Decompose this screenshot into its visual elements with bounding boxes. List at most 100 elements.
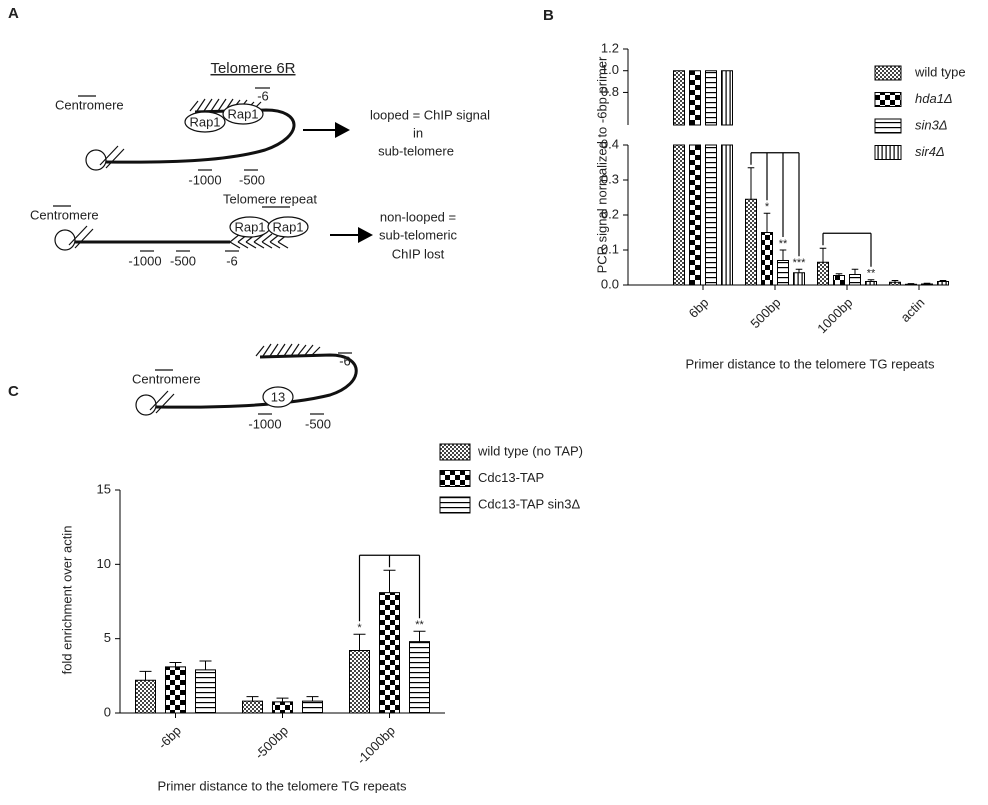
bar <box>409 641 430 714</box>
chromosome <box>105 108 296 164</box>
error-bar <box>383 569 396 593</box>
bar <box>745 198 757 286</box>
error-bar <box>169 661 182 667</box>
centromere <box>135 394 157 416</box>
outcome: ChIP lost <box>392 246 445 261</box>
diagram-title: Telomere 6R <box>210 60 295 77</box>
significance-label: *** <box>793 257 807 269</box>
error-bar <box>747 167 755 200</box>
legend-label: Cdc13-TAP <box>478 470 544 485</box>
x-tick-label: -1000bp <box>354 723 398 767</box>
bar <box>349 650 370 714</box>
panel-label: C <box>8 383 19 400</box>
position: -500 <box>239 172 265 187</box>
protein <box>184 111 226 133</box>
legend-swatch <box>874 65 902 81</box>
bar <box>165 666 186 714</box>
error-bar <box>353 633 366 651</box>
bar <box>379 592 400 714</box>
error-bar <box>139 670 152 681</box>
protein <box>262 386 294 408</box>
y-tick-label: 1.0 <box>601 62 619 77</box>
break <box>99 145 125 169</box>
y-tick-label: 0 <box>104 704 111 719</box>
bar <box>921 283 933 286</box>
error-bar <box>276 697 289 702</box>
bar <box>817 261 829 286</box>
error-bar <box>246 696 259 702</box>
bar <box>135 679 156 714</box>
significance-bracket <box>822 232 872 267</box>
error-bar <box>867 279 875 282</box>
x-tick-label: 1000bp <box>814 295 855 336</box>
error-bar <box>939 279 947 282</box>
significance-label: ** <box>867 268 876 280</box>
diagram-non-looped: Telomere repeat Centromere Rap1 Rap1 -10… <box>30 191 458 268</box>
significance-label: ** <box>779 238 788 250</box>
x-tick-label: 6bp <box>686 295 712 321</box>
bar <box>865 281 877 286</box>
error-bar <box>907 283 915 285</box>
protein <box>267 216 309 238</box>
break <box>149 390 175 414</box>
bar <box>833 275 845 286</box>
bar <box>889 281 901 286</box>
bar <box>777 260 789 286</box>
y-tick-label: 0.0 <box>601 276 619 291</box>
bar <box>242 700 263 714</box>
position: -500 <box>170 253 196 268</box>
error-bar <box>413 630 426 642</box>
x-axis-title: Primer distance to the telomere TG repea… <box>157 778 407 793</box>
break <box>68 225 94 249</box>
centromere <box>85 149 107 171</box>
error-bar <box>763 212 771 233</box>
legend-swatch <box>439 496 471 514</box>
diagram-c: Centromere 13 -6 -1000 -500 <box>132 343 358 431</box>
bar <box>689 70 701 286</box>
significance-bracket <box>750 152 800 257</box>
position: -500 <box>305 416 331 431</box>
legend-swatch <box>874 145 902 160</box>
legend-swatch <box>439 470 471 487</box>
y-axis-title: PCR signal normalized to -6bp primer <box>594 56 609 273</box>
error-bar <box>923 282 931 284</box>
position: -1000 <box>128 253 161 268</box>
legend-swatch <box>874 118 902 134</box>
y-tick-label: 5 <box>104 630 111 645</box>
label: Centromere <box>30 207 99 222</box>
significance-bracket <box>358 554 421 622</box>
bar <box>905 283 917 286</box>
legend-label: sin3Δ <box>915 117 948 132</box>
y-axis-title: fold enrichment over actin <box>59 526 74 675</box>
label: Telomere repeat <box>223 191 317 206</box>
significance-label: ** <box>415 619 424 631</box>
legend-swatch <box>439 443 471 461</box>
bar <box>849 274 861 286</box>
position: -6 <box>226 253 238 268</box>
legend-label: Cdc13-TAP sin3Δ <box>478 496 580 511</box>
bar <box>705 70 717 286</box>
y-tick-label: 0.4 <box>601 136 619 151</box>
x-tick-label: -6bp <box>155 723 184 752</box>
error-bar <box>306 696 319 702</box>
y-tick-label: 10 <box>97 556 111 571</box>
repeats <box>255 343 321 357</box>
bar <box>761 232 773 286</box>
x-tick-label: actin <box>898 295 928 325</box>
legend-label: wild type (no TAP) <box>477 443 583 458</box>
arrow-head <box>335 122 350 138</box>
outcome: sub-telomere <box>378 143 454 158</box>
error-bar <box>795 268 803 273</box>
bar <box>673 70 685 286</box>
y-tick-label: 15 <box>97 481 111 496</box>
error-bar <box>199 660 212 670</box>
protein-label: Rap1 <box>272 219 303 234</box>
protein-label: Rap1 <box>227 106 258 121</box>
panel-label: B <box>543 7 554 24</box>
outcome: sub-telomeric <box>379 227 458 242</box>
significance-label: * <box>765 201 770 213</box>
legend-label: wild type <box>914 64 966 79</box>
x-tick-label: -500bp <box>252 723 291 762</box>
panel-label: A <box>8 5 19 22</box>
